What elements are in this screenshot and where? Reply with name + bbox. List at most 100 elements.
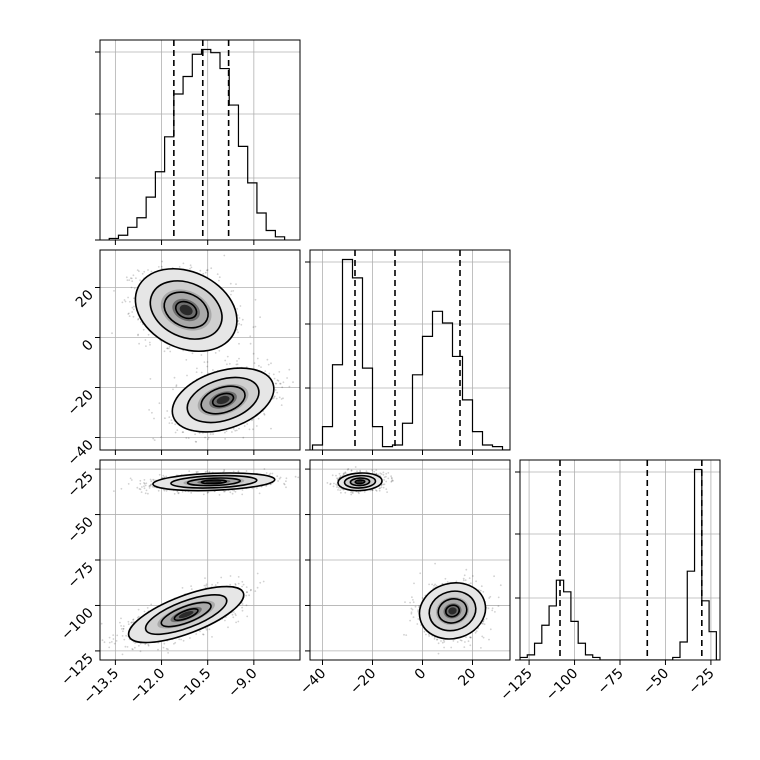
scatter-point	[259, 316, 261, 319]
scatter-point	[242, 583, 245, 586]
scatter-point	[270, 483, 272, 486]
scatter-point	[286, 377, 288, 379]
x-tick-label: −100	[543, 666, 582, 705]
scatter-point	[129, 477, 132, 480]
scatter-point	[123, 638, 126, 641]
scatter-point	[103, 641, 106, 644]
scatter-point	[206, 492, 209, 494]
scatter-point	[252, 326, 255, 328]
scatter-point	[265, 472, 268, 474]
scatter-layer	[111, 254, 294, 443]
scatter-point	[249, 589, 252, 592]
scatter-point	[208, 628, 211, 631]
scatter-point	[161, 260, 164, 263]
scatter-point	[173, 493, 176, 495]
scatter-point	[128, 315, 131, 317]
scatter-point	[270, 362, 272, 365]
scatter-point	[185, 437, 188, 439]
scatter-point	[303, 476, 305, 478]
scatter-point	[121, 301, 124, 304]
scatter-point	[130, 286, 133, 289]
scatter-point	[194, 440, 197, 443]
scatter-point	[175, 384, 178, 386]
scatter-point	[272, 397, 275, 400]
y-tick-label: −20	[65, 387, 97, 419]
scatter-point	[135, 277, 137, 280]
scatter-point	[234, 490, 237, 493]
density-shade	[216, 395, 230, 405]
scatter-point	[280, 404, 283, 406]
scatter-point	[136, 486, 139, 489]
scatter-point	[278, 477, 281, 480]
scatter-point	[145, 489, 148, 492]
scatter-point	[143, 610, 146, 613]
scatter-point	[174, 431, 177, 434]
scatter-point	[138, 488, 141, 490]
scatter-point	[238, 317, 241, 319]
scatter-point	[264, 370, 267, 372]
scatter-point	[218, 276, 221, 279]
scatter-point	[229, 575, 232, 577]
x-tick-label: −25	[686, 666, 718, 698]
scatter-point	[273, 396, 275, 398]
scatter-point	[266, 358, 269, 361]
x-tick-label: −50	[640, 666, 672, 698]
contour-line	[134, 267, 238, 353]
scatter-point	[147, 333, 150, 336]
scatter-point	[252, 428, 254, 431]
scatter-point	[207, 436, 210, 439]
scatter-point	[131, 306, 134, 309]
scatter-point	[258, 492, 261, 495]
scatter-point	[190, 492, 193, 494]
scatter-point	[132, 648, 134, 651]
scatter-point	[218, 349, 221, 352]
scatter-point	[139, 488, 142, 491]
scatter-point	[275, 382, 278, 385]
scatter-point	[131, 648, 134, 650]
scatter-point	[237, 620, 240, 623]
scatter-point	[136, 616, 139, 619]
scatter-point	[151, 485, 154, 488]
scatter-point	[148, 487, 151, 489]
y-tick-label: −40	[65, 437, 97, 469]
scatter-point	[123, 299, 126, 301]
scatter-point	[241, 493, 244, 496]
scatter-point	[288, 385, 291, 388]
scatter-point	[137, 608, 140, 611]
scatter-point	[139, 279, 142, 282]
scatter-point	[278, 371, 281, 373]
scatter-point	[108, 636, 111, 639]
scatter-point	[132, 315, 135, 318]
scatter-point	[210, 267, 213, 270]
scatter-point	[200, 354, 203, 356]
scatter-point	[207, 491, 210, 494]
scatter-point	[153, 439, 156, 441]
scatter-point	[173, 376, 176, 379]
scatter-point	[127, 296, 129, 299]
scatter-point	[204, 470, 207, 473]
scatter-point	[235, 429, 238, 432]
contour-line	[200, 479, 228, 485]
scatter-point	[282, 397, 284, 400]
x-tick-label: −125	[497, 666, 536, 705]
scatter-point	[153, 417, 155, 420]
scatter-point	[199, 269, 202, 272]
scatter-point	[137, 317, 140, 320]
scatter-point	[137, 318, 139, 321]
scatter-point	[226, 363, 228, 366]
scatter-point	[276, 475, 279, 478]
scatter-point	[197, 471, 199, 473]
panel-border	[309, 249, 511, 451]
scatter-point	[137, 334, 139, 337]
scatter-point	[238, 342, 240, 345]
scatter-point	[138, 342, 141, 345]
scatter-point	[144, 492, 147, 495]
scatter-point	[126, 279, 129, 282]
scatter-point	[200, 371, 203, 374]
scatter-point	[279, 382, 281, 385]
scatter-point	[248, 428, 251, 431]
scatter-point	[238, 322, 241, 325]
scatter-point	[128, 279, 131, 281]
scatter-point	[188, 470, 191, 472]
